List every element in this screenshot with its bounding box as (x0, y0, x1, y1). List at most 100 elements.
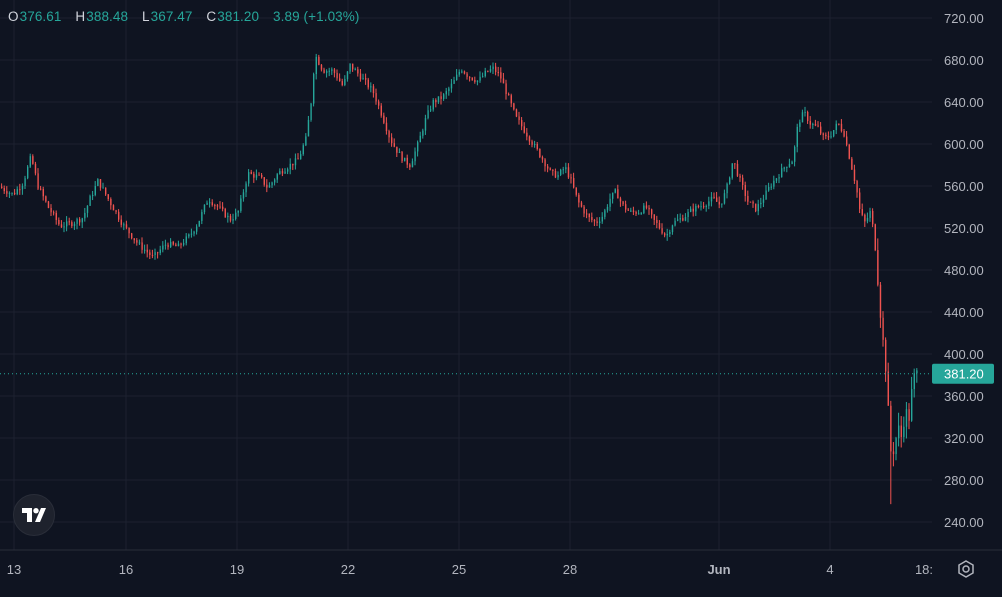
candle-body-up (450, 83, 453, 89)
candle-body-up (903, 426, 905, 437)
candle-body-up (643, 205, 645, 214)
candle-body-up (404, 157, 406, 162)
candle-body-up (164, 244, 167, 246)
candle-body-down (440, 96, 442, 99)
candle-body-down (180, 243, 182, 245)
candle-body-down (692, 208, 694, 212)
candle-body-up (895, 438, 897, 455)
tradingview-logo-icon[interactable] (13, 494, 55, 536)
y-tick-label: 240.00 (944, 515, 984, 530)
candle-body-down (19, 189, 21, 191)
candle-body-up (144, 249, 146, 251)
candle-body-down (495, 66, 497, 73)
candle-body-up (162, 245, 164, 250)
candle-body-down (401, 152, 403, 162)
candle-body-up (81, 218, 83, 223)
candle-body-up (313, 74, 315, 104)
candle-body-up (11, 192, 13, 194)
candle-body-down (388, 131, 390, 138)
candle-body-up (92, 194, 94, 197)
candle-body-down (521, 120, 523, 127)
candle-body-down (508, 94, 510, 96)
y-tick-label: 400.00 (944, 347, 984, 362)
candle-body-down (653, 214, 655, 220)
candle-body-up (27, 166, 29, 179)
y-tick-label: 480.00 (944, 263, 984, 278)
candle-body-down (515, 109, 518, 117)
candle-body-up (905, 409, 908, 427)
candle-body-up (479, 76, 481, 81)
candle-body-down (807, 112, 809, 122)
candle-body-up (599, 221, 601, 224)
candle-body-down (593, 219, 596, 222)
candle-body-up (794, 146, 796, 162)
candle-body-up (612, 192, 614, 199)
candle-body-down (112, 205, 115, 211)
candle-body-up (453, 80, 455, 84)
candle-body-down (591, 217, 593, 220)
candle-body-down (651, 209, 653, 215)
candle-body-up (302, 145, 304, 155)
low-value: 367.47 (150, 9, 193, 24)
y-tick-label: 440.00 (944, 305, 984, 320)
candle-body-up (609, 198, 611, 207)
candle-body-down (755, 203, 757, 212)
candle-body-down (734, 163, 736, 165)
candle-body-up (482, 76, 484, 78)
candle-body-up (492, 66, 494, 70)
candle-body-up (73, 223, 76, 227)
open-label: O (8, 9, 19, 24)
candle-body-up (209, 202, 211, 204)
candle-body-up (812, 124, 814, 126)
candle-body-up (227, 215, 229, 218)
candle-body-down (172, 241, 174, 245)
candle-body-down (222, 206, 224, 210)
candle-body-down (856, 180, 858, 193)
candle-body-up (29, 156, 31, 167)
candle-body-down (131, 233, 133, 239)
candle-body-up (185, 236, 187, 244)
candle-body-up (726, 183, 728, 194)
candle-body-down (859, 192, 861, 210)
open-value: 376.61 (19, 9, 62, 24)
candle-body-up (196, 226, 198, 232)
candle-body-down (45, 196, 47, 202)
candle-body-down (372, 86, 375, 94)
candle-body-down (583, 206, 585, 214)
low-label: L (142, 9, 150, 24)
candle-body-down (211, 202, 213, 206)
candle-body-up (97, 179, 99, 186)
candle-body-up (835, 123, 837, 131)
candle-body-down (822, 133, 824, 135)
candle-body-down (885, 339, 887, 372)
candle-body-up (630, 210, 632, 212)
candle-body-up (430, 109, 432, 111)
candle-body-up (419, 135, 421, 143)
candle-body-up (307, 119, 310, 137)
candle-body-up (458, 71, 460, 75)
x-tick-label: 25 (452, 562, 466, 577)
candle-body-down (292, 163, 294, 166)
candle-body-down (469, 76, 471, 78)
candle-body-up (461, 71, 463, 73)
candle-body-up (687, 211, 689, 218)
candle-body-up (721, 203, 723, 205)
candle-body-up (913, 373, 915, 390)
candle-body-down (380, 105, 382, 116)
candle-body-down (752, 201, 754, 204)
candle-body-up (159, 249, 161, 253)
candle-body-up (245, 183, 247, 193)
candle-body-up (255, 174, 258, 178)
candle-body-down (6, 191, 8, 194)
candle-body-up (170, 241, 172, 248)
candle-body-down (258, 174, 260, 176)
candle-body-down (573, 178, 575, 188)
candle-body-down (510, 95, 512, 104)
candle-body-down (632, 210, 635, 212)
candle-body-up (869, 210, 871, 218)
settings-gear-icon[interactable] (955, 558, 977, 580)
candle-body-up (305, 136, 307, 146)
candle-body-up (328, 70, 330, 72)
